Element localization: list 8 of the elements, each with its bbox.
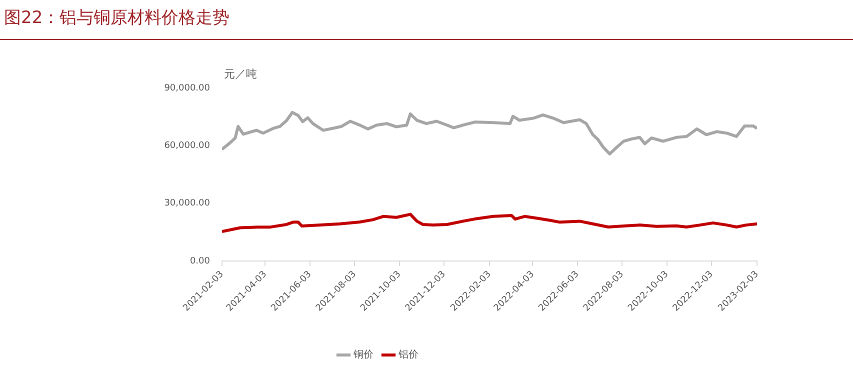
legend-label: 铜价 xyxy=(352,348,374,361)
y-tick-label: 0.00 xyxy=(190,256,210,266)
y-tick-label: 90,000.00 xyxy=(164,83,210,94)
chart-title: 图22：铝与铜原材料价格走势 xyxy=(0,0,853,40)
y-tick-label: 60,000.00 xyxy=(164,141,210,152)
legend-label: 铝价 xyxy=(398,348,418,361)
text: 元／吨 xyxy=(224,67,257,80)
y-tick-label: 30,000.00 xyxy=(164,198,210,209)
